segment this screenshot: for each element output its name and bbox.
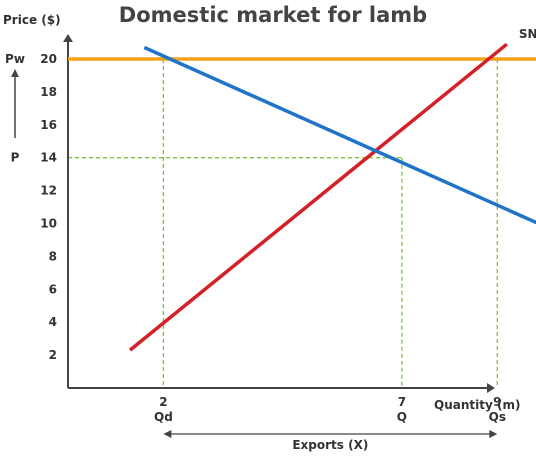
price-rise-arrow xyxy=(11,69,19,138)
y-tick-10: 10 xyxy=(40,217,57,231)
y-tick-6: 6 xyxy=(49,282,57,296)
y-tick-4: 4 xyxy=(49,315,57,329)
series-label-snz: SNZ xyxy=(519,27,536,41)
x-axis-arrow xyxy=(487,383,495,393)
exports-arrow xyxy=(163,430,498,438)
y-tick-8: 8 xyxy=(49,249,57,263)
x-tick-sublabel-q: Q xyxy=(397,410,407,424)
y-tick-18: 18 xyxy=(40,85,57,99)
y-tick-16: 16 xyxy=(40,118,57,132)
y-marker-labels: Pw P xyxy=(5,52,25,165)
guide-lines xyxy=(68,59,498,388)
y-axis-arrow xyxy=(63,34,73,42)
x-tick-labels: 2Qd 7Q 9Qs xyxy=(154,395,506,424)
axes xyxy=(63,34,495,393)
x-tick-sublabel-qd: Qd xyxy=(154,410,173,424)
x-tick-sublabel-qs: Qs xyxy=(489,410,506,424)
chart-title: Domestic market for lamb xyxy=(119,3,427,27)
exports-arrow-right xyxy=(489,430,498,438)
series-lines xyxy=(68,42,536,352)
y-marker-p: P xyxy=(11,151,20,165)
y-axis-label: Price ($) xyxy=(3,13,61,27)
x-tick-7: 7 xyxy=(398,395,406,409)
y-tick-2: 2 xyxy=(49,348,57,362)
series-line-dnz xyxy=(143,45,536,225)
x-tick-2: 2 xyxy=(159,395,167,409)
series-labels: S WorldSNZDNZ xyxy=(519,27,536,41)
y-tick-labels: 2 4 6 8 10 12 14 16 18 20 xyxy=(40,52,57,362)
exports-arrow-left xyxy=(163,430,172,438)
x-axis-label: Quantity (m) xyxy=(434,398,520,412)
series-line-snz xyxy=(128,42,508,352)
y-marker-pw: Pw xyxy=(5,52,25,66)
y-tick-14: 14 xyxy=(40,151,57,165)
x-tick-9: 9 xyxy=(493,395,501,409)
y-tick-20: 20 xyxy=(40,52,57,66)
exports-label: Exports (X) xyxy=(292,438,368,452)
y-tick-12: 12 xyxy=(40,184,57,198)
